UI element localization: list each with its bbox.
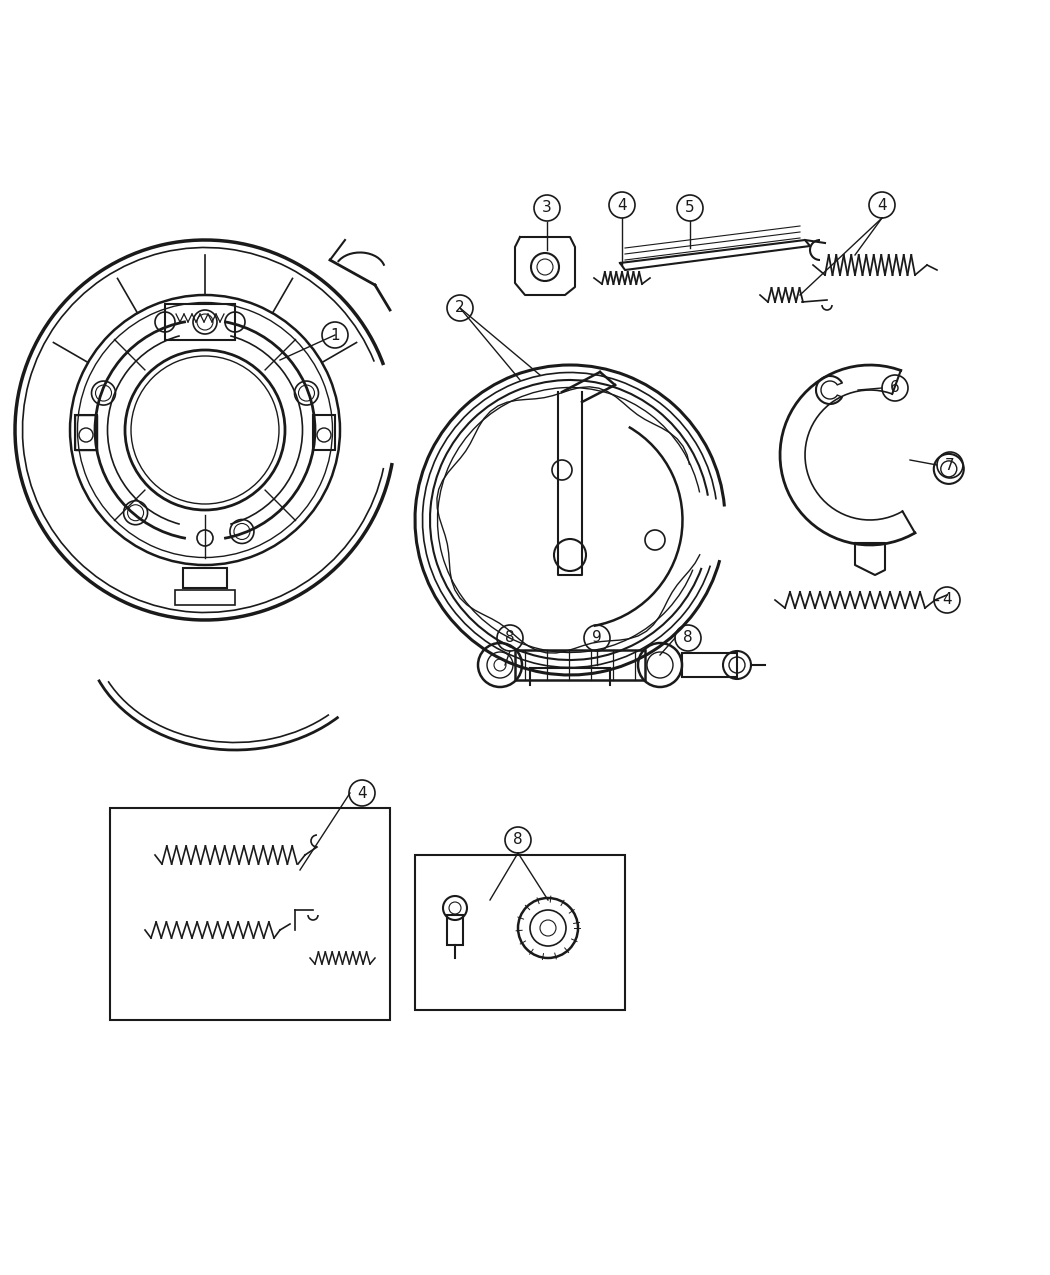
Text: 4: 4 bbox=[357, 785, 366, 801]
Bar bbox=[682, 653, 737, 677]
Text: 1: 1 bbox=[330, 328, 340, 343]
Bar bbox=[75, 414, 97, 450]
Text: 7: 7 bbox=[945, 458, 954, 473]
Text: 8: 8 bbox=[513, 833, 523, 848]
Bar bbox=[175, 590, 235, 606]
Text: 4: 4 bbox=[942, 593, 951, 607]
Bar bbox=[447, 915, 463, 945]
Text: 3: 3 bbox=[542, 200, 552, 215]
Text: 9: 9 bbox=[592, 631, 602, 645]
Bar bbox=[183, 567, 227, 588]
Text: 5: 5 bbox=[686, 200, 695, 215]
Text: 4: 4 bbox=[617, 198, 627, 213]
Text: 4: 4 bbox=[877, 198, 887, 213]
Text: 8: 8 bbox=[684, 631, 693, 645]
Bar bbox=[75, 414, 97, 450]
Bar bbox=[110, 808, 390, 1020]
Bar bbox=[514, 650, 645, 680]
Text: 6: 6 bbox=[890, 380, 900, 395]
Bar bbox=[165, 303, 235, 340]
Bar bbox=[313, 414, 335, 450]
Text: 8: 8 bbox=[505, 631, 514, 645]
Bar bbox=[415, 856, 625, 1010]
Text: 2: 2 bbox=[456, 301, 465, 315]
